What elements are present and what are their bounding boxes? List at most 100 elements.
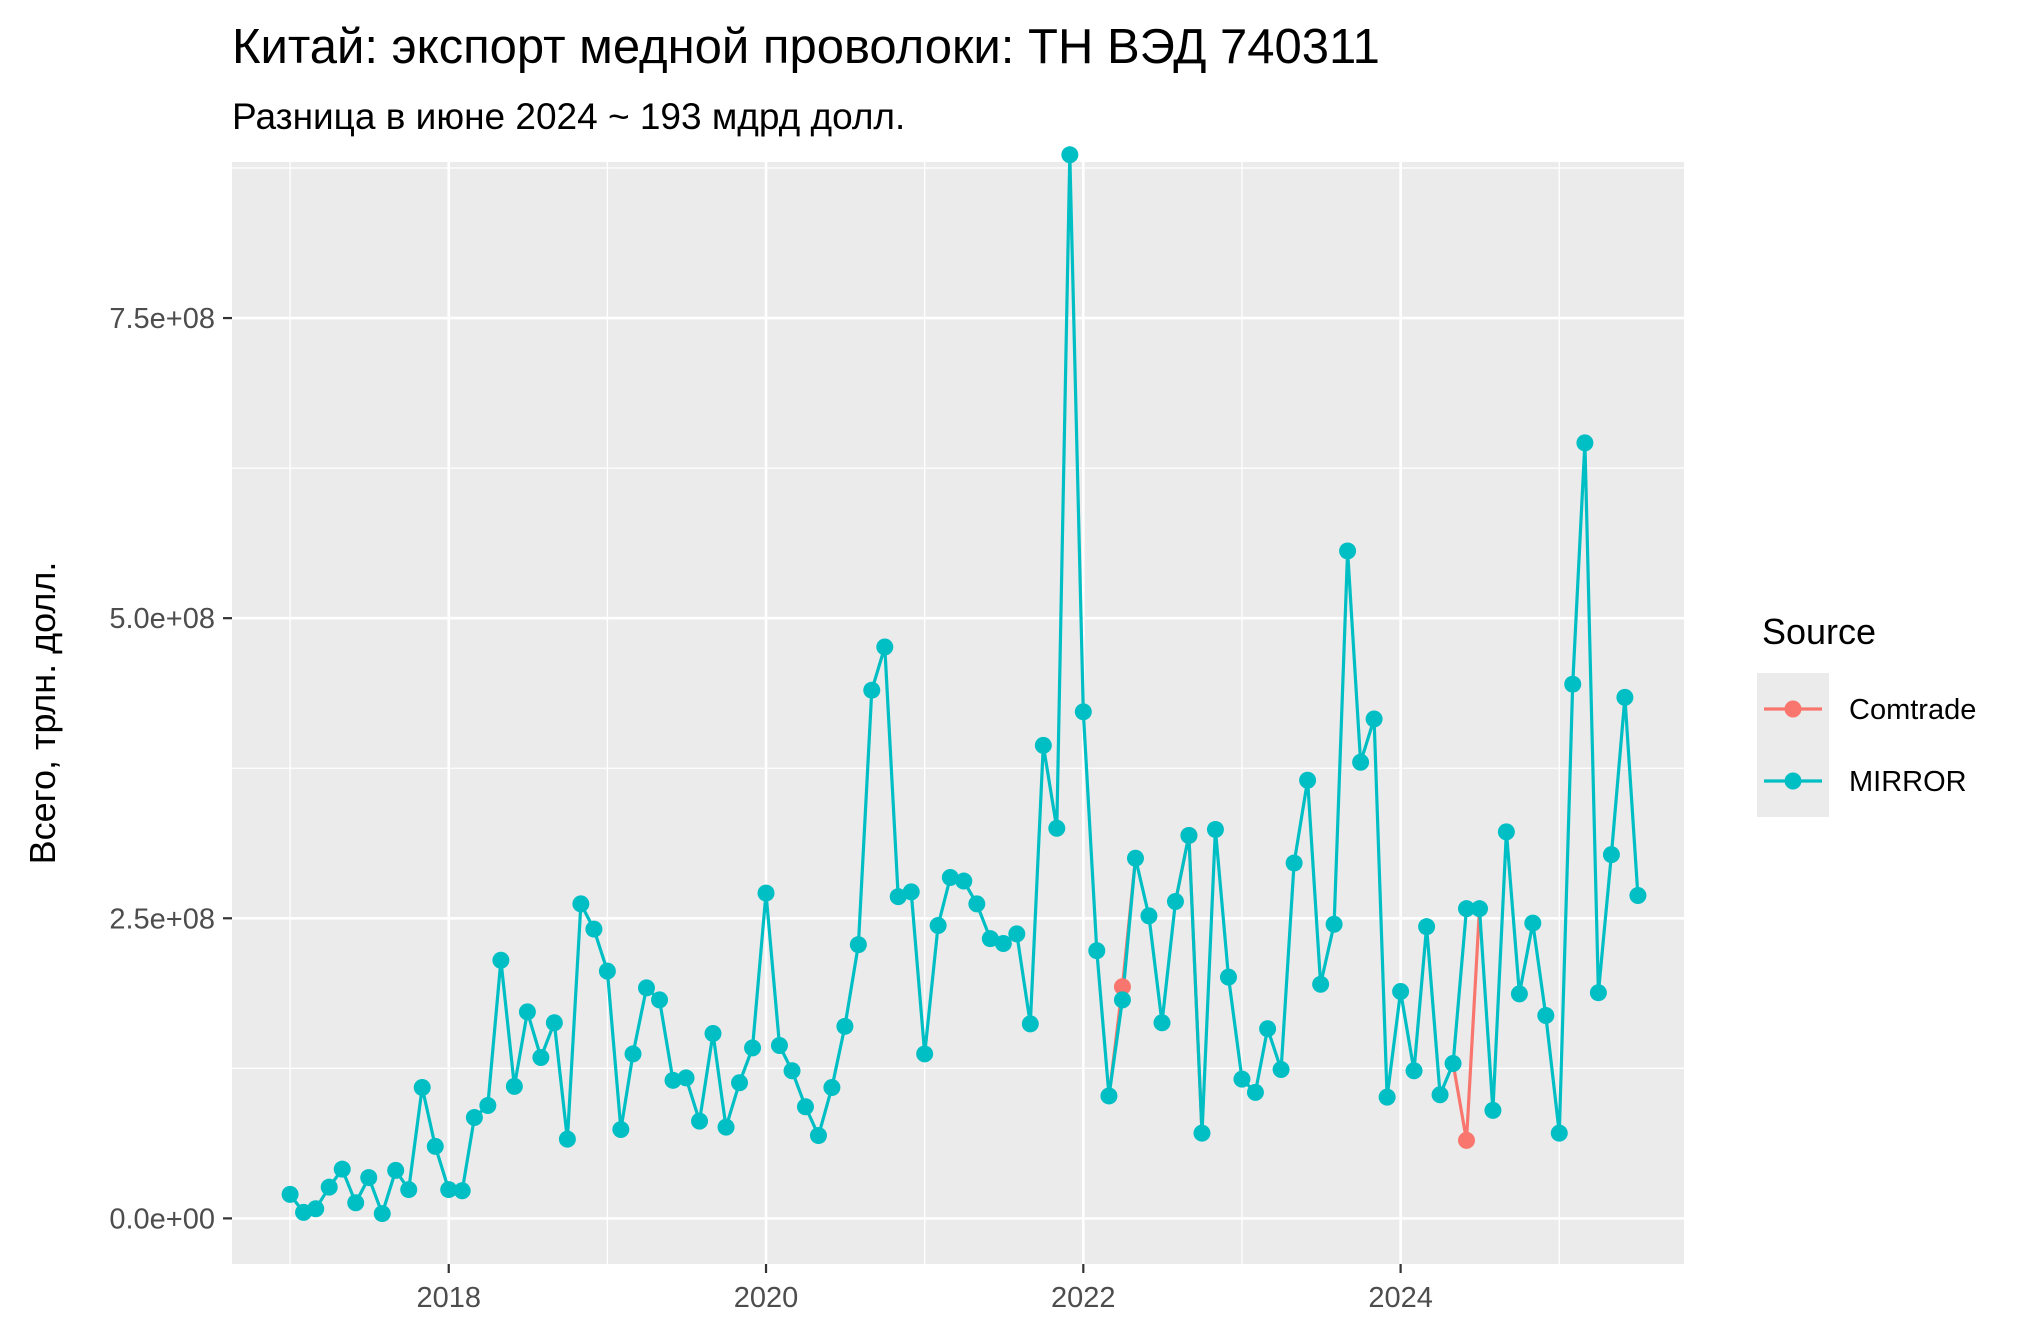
mirror-point <box>1088 942 1106 960</box>
mirror-point <box>1444 1055 1462 1073</box>
mirror-point <box>1418 918 1436 936</box>
mirror-point <box>849 936 867 954</box>
mirror-point <box>1537 1007 1555 1025</box>
mirror-point <box>1339 542 1357 560</box>
mirror-point <box>955 872 973 890</box>
comtrade-point <box>1457 1131 1475 1149</box>
x-tick-label: 2022 <box>1051 1282 1116 1314</box>
mirror-point <box>677 1069 695 1087</box>
mirror-point <box>492 951 510 969</box>
mirror-point <box>1550 1124 1568 1142</box>
legend-key-point <box>1784 772 1802 790</box>
series-points <box>281 146 1647 1223</box>
mirror-point <box>598 962 616 980</box>
mirror-point <box>876 638 894 656</box>
mirror-point <box>981 930 999 948</box>
mirror-point <box>783 1062 801 1080</box>
mirror-point <box>717 1118 735 1136</box>
y-tick-label: 5.0e+08 <box>109 603 215 635</box>
axes: 2018 2020 2022 2024 0.0e+00 2.5e+08 5.0e+08 7.5… <box>109 303 1433 1314</box>
mirror-point <box>400 1181 418 1199</box>
mirror-point <box>1061 146 1079 164</box>
x-tick-label: 2020 <box>734 1282 799 1314</box>
mirror-point <box>505 1077 523 1095</box>
mirror-point <box>1233 1070 1251 1088</box>
mirror-point <box>744 1039 762 1057</box>
mirror-point <box>1629 886 1647 904</box>
mirror-point <box>929 916 947 934</box>
mirror-point <box>1272 1061 1290 1079</box>
mirror-point <box>1166 892 1184 910</box>
legend-label: MIRROR <box>1849 766 1967 798</box>
mirror-point <box>320 1178 338 1196</box>
mirror-point <box>796 1098 814 1116</box>
mirror-point <box>333 1160 351 1178</box>
mirror-point <box>1431 1086 1449 1104</box>
mirror-point <box>651 991 669 1009</box>
mirror-point <box>558 1130 576 1148</box>
mirror-point <box>1524 914 1542 932</box>
mirror-point <box>1126 849 1144 867</box>
mirror-point <box>612 1121 630 1139</box>
chart-subtitle: Разница в июне 2024 ~ 193 мдрд долл. <box>232 96 905 137</box>
mirror-point <box>941 868 959 886</box>
mirror-point <box>1048 819 1066 837</box>
mirror-point <box>572 895 590 913</box>
mirror-point <box>770 1037 788 1055</box>
mirror-point <box>637 979 655 997</box>
mirror-point <box>704 1025 722 1043</box>
mirror-point <box>836 1017 854 1035</box>
legend: Source Comtrade MIRROR <box>1757 611 1976 817</box>
mirror-point <box>624 1045 642 1063</box>
mirror-point <box>1312 975 1330 993</box>
mirror-point <box>1246 1083 1264 1101</box>
mirror-point <box>1616 688 1634 706</box>
mirror-point <box>465 1109 483 1127</box>
mirror-point <box>1285 854 1303 872</box>
mirror-point <box>281 1185 299 1203</box>
mirror-point <box>902 883 920 901</box>
y-axis-title: Всего, трлн. долл. <box>22 562 63 865</box>
legend-label: Comtrade <box>1849 694 1976 726</box>
mirror-point <box>1008 925 1026 943</box>
mirror-point <box>307 1200 325 1218</box>
mirror-point <box>453 1182 471 1200</box>
legend-title: Source <box>1762 611 1876 652</box>
y-tick-label: 2.5e+08 <box>109 903 215 935</box>
mirror-point <box>479 1097 497 1115</box>
mirror-point <box>1484 1101 1502 1119</box>
mirror-point <box>1193 1124 1211 1142</box>
mirror-point <box>823 1079 841 1097</box>
chart-title: Китай: экспорт медной проволоки: ТН ВЭД … <box>232 20 1380 74</box>
mirror-point <box>1405 1062 1423 1080</box>
mirror-point <box>360 1169 378 1187</box>
mirror-point <box>863 681 881 699</box>
mirror-point <box>347 1194 365 1212</box>
mirror-point <box>1153 1014 1171 1032</box>
legend-key-point <box>1784 700 1802 718</box>
mirror-point <box>968 895 986 913</box>
mirror-point <box>1470 900 1488 918</box>
mirror-point <box>1510 985 1528 1003</box>
plot-panel <box>232 162 1684 1264</box>
mirror-point <box>1180 826 1198 844</box>
mirror-point <box>757 884 775 902</box>
mirror-point <box>889 888 907 906</box>
mirror-point <box>1113 991 1131 1009</box>
mirror-point <box>1392 983 1410 1001</box>
mirror-point <box>1457 900 1475 918</box>
mirror-point <box>1021 1015 1039 1033</box>
mirror-point <box>1034 736 1052 754</box>
mirror-point <box>1299 771 1317 789</box>
mirror-point <box>1140 907 1158 925</box>
mirror-point <box>731 1074 749 1092</box>
mirror-point <box>1564 675 1582 693</box>
mirror-point <box>387 1161 405 1179</box>
mirror-point <box>1365 710 1383 728</box>
legend-items: Comtrade MIRROR <box>1757 673 1976 817</box>
mirror-point <box>1576 434 1594 452</box>
mirror-point <box>1259 1020 1277 1038</box>
mirror-point <box>518 1003 536 1021</box>
mirror-point <box>585 920 603 938</box>
